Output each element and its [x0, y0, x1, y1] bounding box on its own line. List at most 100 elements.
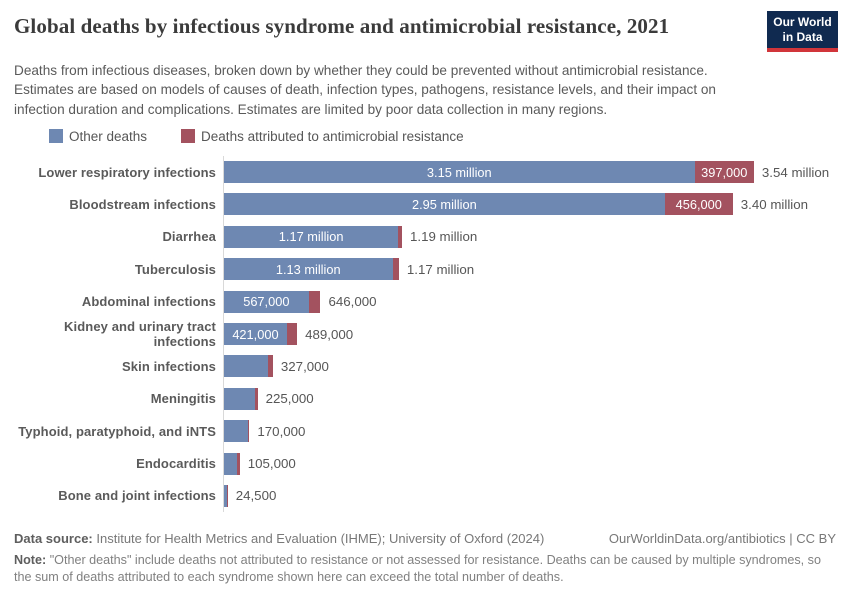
- row-label: Bloodstream infections: [69, 196, 216, 212]
- bar-track: 3.15 million 397,000 3.54 million: [223, 161, 850, 184]
- bar-total-label: 1.19 million: [409, 229, 478, 245]
- row-label: Kidney and urinary tract infections: [64, 319, 216, 350]
- bar-track: 24,500: [223, 484, 850, 507]
- bar-segment-other-deaths[interactable]: [224, 452, 238, 475]
- bar-segment-amr-deaths[interactable]: [398, 225, 402, 248]
- legend-swatch-amr-icon: [181, 129, 196, 144]
- data-source-label: Data source:: [14, 531, 93, 546]
- bar-track: 225,000: [223, 387, 850, 410]
- bar-total-label: 24,500: [235, 488, 277, 504]
- data-source-line: Data source: Institute for Health Metric…: [14, 531, 544, 546]
- bar-row: Kidney and urinary tract infections 421,…: [0, 318, 850, 350]
- bar-track: 567,000 646,000: [223, 290, 850, 313]
- chart-legend: Other deaths Deaths attributed to antimi…: [49, 129, 836, 144]
- bar-row: Abdominal infections 567,000 646,000: [0, 285, 850, 317]
- legend-swatch-other-icon: [49, 129, 63, 144]
- page-title: Global deaths by infectious syndrome and…: [14, 14, 670, 38]
- bar-track: 170,000: [223, 420, 850, 443]
- bar-segment-amr-deaths[interactable]: [392, 258, 399, 281]
- bar-total-label: 1.17 million: [406, 261, 475, 277]
- bar-row: Skin infections 327,000: [0, 350, 850, 382]
- note-text: "Other deaths" include deaths not attrib…: [14, 553, 821, 584]
- bar-track: 1.13 million 1.17 million: [223, 258, 850, 281]
- bar-total-label: 225,000: [265, 391, 314, 407]
- bar-total-label: 3.54 million: [761, 164, 830, 180]
- bar-segment-amr-deaths[interactable]: [254, 387, 258, 410]
- row-label: Skin infections: [122, 358, 216, 374]
- owid-logo-line1: Our World: [773, 15, 832, 29]
- bar-track: 421,000 489,000: [223, 323, 850, 346]
- bar-segment-amr-deaths[interactable]: [237, 452, 240, 475]
- bar-row: Lower respiratory infections 3.15 millio…: [0, 156, 850, 188]
- bar-segment-other-deaths[interactable]: [224, 355, 269, 378]
- bar-track: 327,000: [223, 355, 850, 378]
- y-axis-line: [223, 155, 224, 513]
- bar-segment-other-value: 567,000: [243, 294, 290, 310]
- bar-total-label: 105,000: [247, 456, 296, 472]
- row-label: Tuberculosis: [134, 261, 216, 277]
- bar-chart: Lower respiratory infections 3.15 millio…: [0, 155, 850, 513]
- data-source-text: Institute for Health Metrics and Evaluat…: [96, 531, 545, 546]
- bar-track: 105,000: [223, 452, 850, 475]
- bar-segment-other-value: 2.95 million: [411, 196, 477, 212]
- bar-segment-other-deaths[interactable]: 1.13 million: [224, 258, 393, 281]
- bar-segment-other-value: 1.17 million: [278, 229, 344, 245]
- footer: Data source: Institute for Health Metric…: [14, 531, 836, 585]
- bar-segment-amr-value: 456,000: [675, 196, 722, 212]
- bar-segment-other-value: 421,000: [232, 326, 279, 342]
- bar-track: 1.17 million 1.19 million: [223, 225, 850, 248]
- attribution-text: OurWorldinData.org/antibiotics | CC BY: [608, 531, 836, 546]
- bar-row: Meningitis 225,000: [0, 383, 850, 415]
- footer-note: Note: "Other deaths" include deaths not …: [14, 552, 836, 585]
- bar-total-label: 489,000: [305, 326, 354, 342]
- legend-item-other-deaths: Other deaths: [49, 129, 147, 144]
- bar-row: Bloodstream infections 2.95 million 456,…: [0, 188, 850, 220]
- bar-segment-amr-deaths[interactable]: [227, 484, 228, 507]
- bar-segment-amr-deaths[interactable]: [286, 323, 298, 346]
- bar-segment-other-deaths[interactable]: 2.95 million: [224, 193, 665, 216]
- row-label: Abdominal infections: [81, 294, 216, 310]
- bar-total-label: 646,000: [328, 294, 377, 310]
- footer-source-row: Data source: Institute for Health Metric…: [14, 531, 836, 546]
- row-label: Endocarditis: [136, 456, 216, 472]
- chart-subtitle: Deaths from infectious diseases, broken …: [14, 63, 716, 117]
- bar-total-label: 170,000: [257, 423, 306, 439]
- bar-segment-other-deaths[interactable]: 421,000: [224, 323, 287, 346]
- bar-row: Tuberculosis 1.13 million 1.17 million: [0, 253, 850, 285]
- legend-item-amr-deaths: Deaths attributed to antimicrobial resis…: [181, 129, 464, 144]
- row-label: Meningitis: [150, 391, 216, 407]
- bar-segment-other-value: 1.13 million: [275, 261, 341, 277]
- bar-segment-other-deaths[interactable]: [224, 387, 255, 410]
- bar-segment-amr-deaths[interactable]: [308, 290, 321, 313]
- row-label: Bone and joint infections: [58, 488, 216, 504]
- bar-segment-other-deaths[interactable]: 567,000: [224, 290, 309, 313]
- bar-segment-other-deaths[interactable]: 1.17 million: [224, 225, 399, 248]
- header: Global deaths by infectious syndrome and…: [0, 0, 850, 52]
- bar-row: Bone and joint infections 24,500: [0, 480, 850, 512]
- bar-segment-other-deaths[interactable]: [224, 420, 248, 443]
- legend-label-other: Other deaths: [69, 128, 148, 144]
- bar-segment-amr-deaths[interactable]: 456,000: [664, 193, 733, 216]
- row-label: Lower respiratory infections: [38, 164, 216, 180]
- bar-segment-other-deaths[interactable]: 3.15 million: [224, 161, 695, 184]
- owid-logo: Our World in Data: [767, 11, 838, 52]
- bar-segment-amr-deaths[interactable]: 397,000: [694, 161, 754, 184]
- bar-chart-rows: Lower respiratory infections 3.15 millio…: [0, 156, 850, 512]
- row-label: Diarrhea: [162, 229, 216, 245]
- bar-row: Endocarditis 105,000: [0, 447, 850, 479]
- note-label: Note:: [14, 553, 47, 567]
- bar-track: 2.95 million 456,000 3.40 million: [223, 193, 850, 216]
- bar-row: Typhoid, paratyphoid, and iNTS 170,000: [0, 415, 850, 447]
- bar-total-label: 3.40 million: [740, 196, 809, 212]
- bar-segment-other-value: 3.15 million: [426, 164, 492, 180]
- legend-label-amr: Deaths attributed to antimicrobial resis…: [201, 128, 464, 144]
- row-label: Typhoid, paratyphoid, and iNTS: [18, 423, 216, 439]
- bar-total-label: 327,000: [280, 358, 329, 374]
- bar-segment-amr-deaths[interactable]: [247, 420, 250, 443]
- bar-segment-amr-deaths[interactable]: [268, 355, 273, 378]
- owid-logo-line2: in Data: [782, 29, 823, 44]
- bar-segment-other-deaths[interactable]: [224, 484, 228, 507]
- bar-row: Diarrhea 1.17 million 1.19 million: [0, 221, 850, 253]
- bar-segment-amr-value: 397,000: [701, 164, 748, 180]
